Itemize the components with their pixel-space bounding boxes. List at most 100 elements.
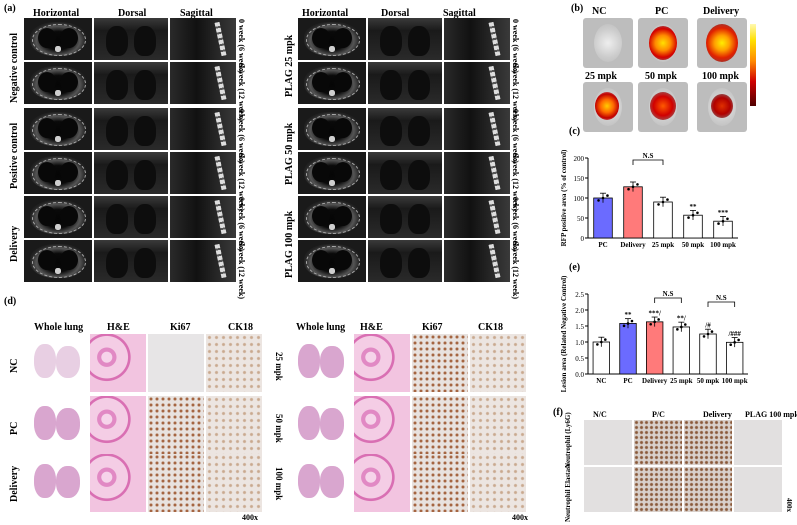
y-tick-label: 200 <box>574 155 585 163</box>
ct-row-label: 6 week (12 week) <box>511 153 520 211</box>
bar <box>672 326 690 375</box>
ns-label: N.S <box>716 294 727 302</box>
data-point <box>604 338 607 341</box>
histo-header-ki67-r: Ki67 <box>422 322 443 333</box>
ct-sagittal-image <box>170 240 236 282</box>
y-tick-label: 2.0 <box>575 307 584 315</box>
ns-label: N.S <box>643 152 654 160</box>
ct-dorsal-image <box>94 152 168 194</box>
ihc-row-ly6g: Neutrophil (Ly6G) <box>564 412 572 468</box>
data-point <box>696 211 699 215</box>
histology-whole-image <box>26 396 88 454</box>
ct-dorsal-image <box>368 108 442 150</box>
histology-he-image <box>90 454 146 512</box>
data-point <box>702 335 706 338</box>
ct-sagittal-image <box>444 152 510 194</box>
x-tick-label: Delivery <box>642 377 668 385</box>
y-tick-label: 0 <box>581 235 585 243</box>
ct-dorsal-image <box>368 240 442 282</box>
histology-ck-image <box>206 454 262 512</box>
histo-header-ck18-r: CK18 <box>478 322 503 333</box>
ihc-header-delivery: Delivery <box>703 410 732 419</box>
histo-header-ki67: Ki67 <box>170 322 191 333</box>
y-tick-label: 1.0 <box>575 339 584 347</box>
data-point <box>717 222 720 225</box>
ct-sagittal-image <box>170 152 236 194</box>
ct-horizontal-image <box>24 196 92 238</box>
ns-bracket <box>632 159 664 165</box>
ct-header-dorsal: Dorsal <box>118 8 147 19</box>
ct-horizontal-image <box>298 108 366 150</box>
histology-ki-image <box>412 396 468 454</box>
histology-he-image <box>354 454 410 512</box>
y-axis-label: Lesion area (Related Negative Control) <box>560 275 568 392</box>
group-negative-control: Negative control <box>9 32 20 104</box>
ivis-label-delivery: Delivery <box>703 6 740 17</box>
ihc-image <box>684 420 732 465</box>
data-point <box>661 200 665 204</box>
ct-horizontal-image <box>24 152 92 194</box>
data-point <box>726 217 729 221</box>
ct-row-label: 0 week (6 week) <box>237 109 246 163</box>
x-tick-label: 50 mpk <box>697 377 719 385</box>
ns-bracket <box>707 301 736 307</box>
histo-row-50: 50 mpk <box>274 413 284 443</box>
histo-row-pc: PC <box>9 421 20 435</box>
histology-ki-image <box>412 334 468 392</box>
ct-horizontal-image <box>298 18 366 60</box>
data-point <box>600 340 603 344</box>
ct-dorsal-image <box>94 18 168 60</box>
y-tick-label: 150 <box>574 175 585 183</box>
x-tick-label: 25 mpk <box>652 241 674 249</box>
ct-row-label: 6 week (12 week) <box>237 241 246 299</box>
ct-horizontal-image <box>298 62 366 104</box>
histology-ck-image <box>470 334 526 392</box>
y-tick-label: 2.5 <box>575 291 584 299</box>
histology-ck-image <box>206 334 262 392</box>
ivis-image-delivery <box>697 18 747 68</box>
histo-header-ck18: CK18 <box>228 322 253 333</box>
ct-header-sagittal-r: Sagittal <box>443 8 476 19</box>
data-point <box>596 343 599 346</box>
histology-whole-image <box>290 454 352 512</box>
histology-he-image <box>90 396 146 454</box>
histo-header-whole-r: Whole lung <box>296 322 346 333</box>
data-point <box>729 343 732 347</box>
ihc-image <box>584 467 632 512</box>
ct-sagittal-image <box>444 18 510 60</box>
bar <box>593 197 613 239</box>
ivis-image-50 <box>638 82 688 132</box>
ct-sagittal-image <box>444 240 510 282</box>
ct-header-horizontal: Horizontal <box>33 8 80 19</box>
ihc-header-nc: N/C <box>593 410 607 419</box>
ct-sagittal-image <box>444 62 510 104</box>
panel-f-label: (f) <box>553 407 563 418</box>
histology-ki-image <box>148 396 204 454</box>
ct-dorsal-image <box>368 152 442 194</box>
ct-header-horizontal-r: Horizontal <box>302 8 349 19</box>
ct-dorsal-image <box>368 18 442 60</box>
ihc-header-pc: P/C <box>652 410 665 419</box>
data-point <box>687 216 690 219</box>
panel-b-label: (b) <box>571 3 584 14</box>
ct-dorsal-image <box>94 62 168 104</box>
histology-whole-image <box>290 396 352 454</box>
ihc-image <box>734 420 782 465</box>
ihc-row-elastase: Neutrophil Elastase <box>564 463 572 522</box>
mag-label-left: 400x <box>242 513 258 522</box>
data-point <box>691 213 695 217</box>
histo-header-he: H&E <box>107 322 130 333</box>
ihc-mag-label: 400x <box>785 498 793 512</box>
ct-header-dorsal-r: Dorsal <box>381 8 410 19</box>
ct-horizontal-image <box>24 108 92 150</box>
significance-label: ** <box>625 311 633 319</box>
ct-row-label: 6 week (12 week) <box>511 63 520 121</box>
data-point <box>721 219 725 223</box>
histology-ck-image <box>470 396 526 454</box>
y-tick-label: 0.0 <box>575 371 584 379</box>
significance-label: **/ <box>677 315 687 323</box>
ihc-image <box>684 467 732 512</box>
histology-he-image <box>354 334 410 392</box>
data-point <box>622 324 626 328</box>
x-tick-label: NC <box>596 377 606 385</box>
